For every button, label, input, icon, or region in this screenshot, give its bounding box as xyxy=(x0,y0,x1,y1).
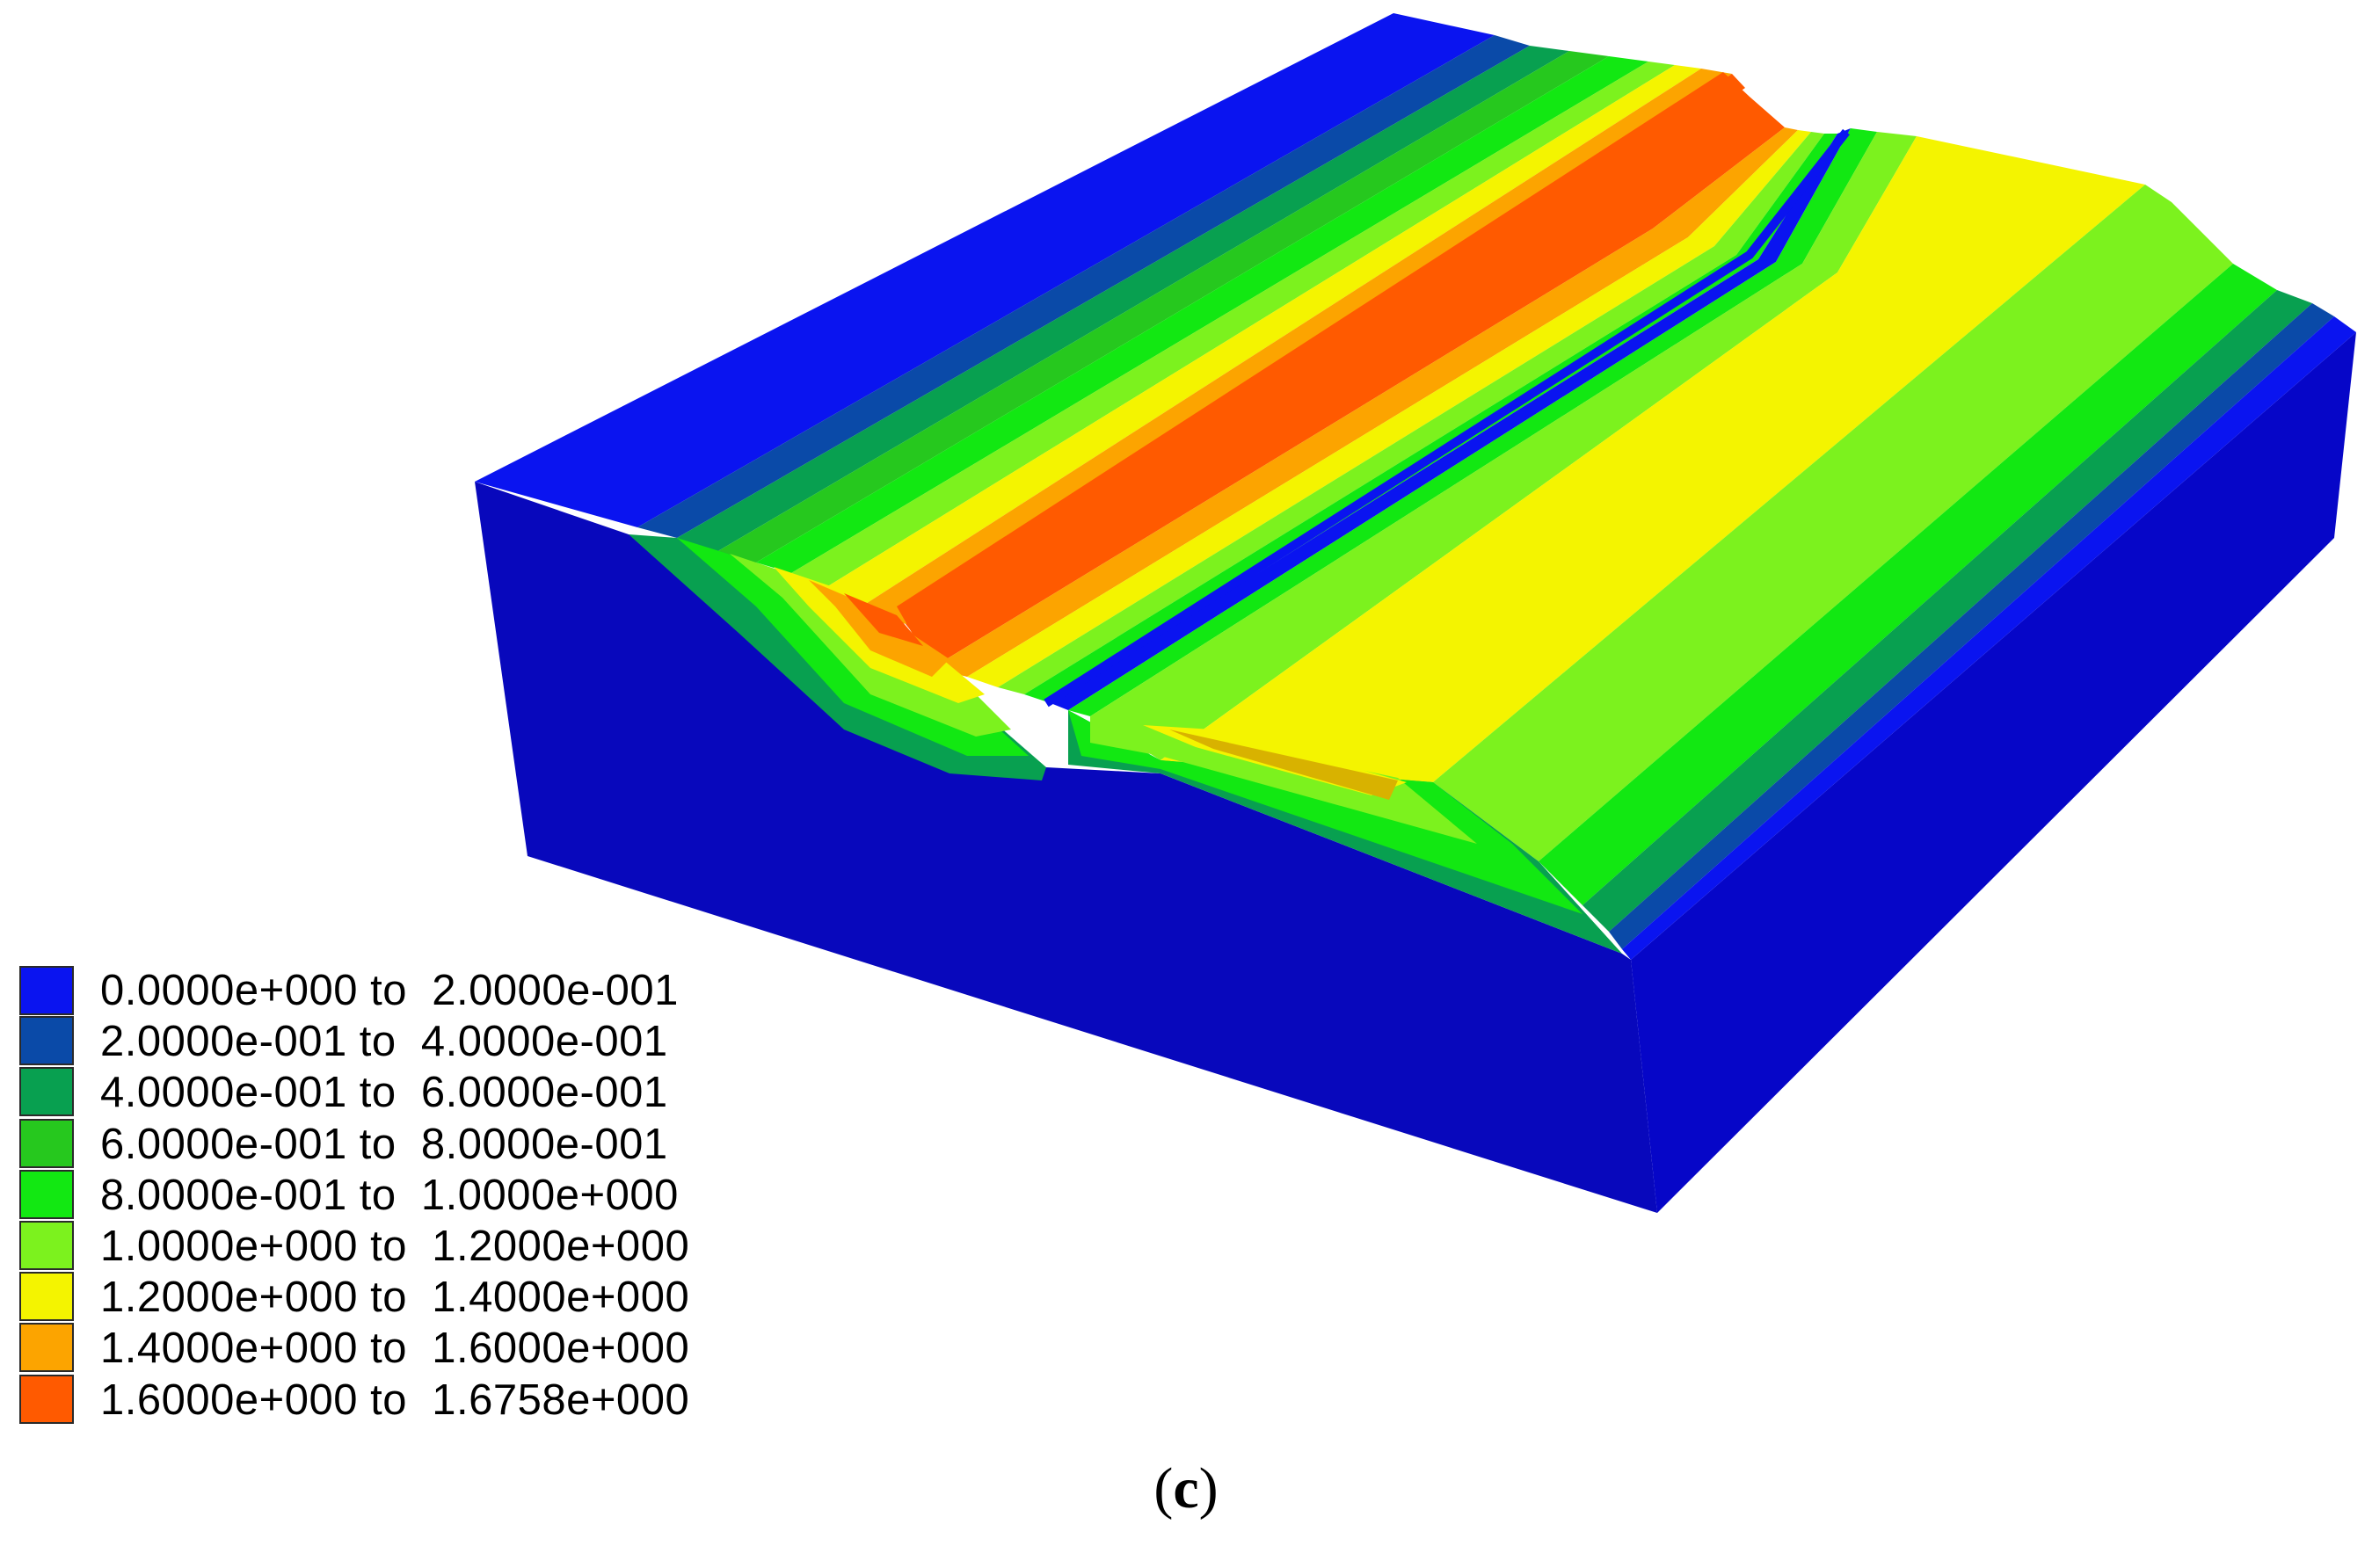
legend-entry: 0.0000e+000 to 2.0000e-001 xyxy=(19,965,689,1016)
legend-label: 4.0000e-001 to 6.0000e-001 xyxy=(100,1069,668,1117)
legend-swatch xyxy=(19,1323,74,1373)
figure-caption: (c) xyxy=(0,1455,2372,1522)
front-contour-right-green xyxy=(1068,710,1583,914)
top-band-dark-blue xyxy=(637,35,1530,538)
top-band-yellow-left xyxy=(826,65,1701,606)
legend-entry: 1.0000e+000 to 1.2000e+000 xyxy=(19,1221,689,1272)
top-band-green-mid xyxy=(1024,134,1837,703)
top-band-yellow-right xyxy=(1161,136,2145,782)
legend-swatch xyxy=(19,1067,74,1117)
top-band-left-blue xyxy=(475,13,1495,527)
legend-swatch xyxy=(19,1169,74,1219)
legend-label: 1.0000e+000 to 1.2000e+000 xyxy=(100,1223,690,1271)
legend-label: 1.6000e+000 to 1.6758e+000 xyxy=(100,1376,690,1424)
legend-label: 8.0000e-001 to 1.0000e+000 xyxy=(100,1171,679,1219)
legend-swatch xyxy=(19,1016,74,1066)
legend-swatch xyxy=(19,1118,74,1168)
top-band-lime-far xyxy=(1433,185,2233,861)
legend-entry: 8.0000e-001 to 1.0000e+000 xyxy=(19,1169,689,1221)
top-band-lime-right xyxy=(1090,132,1917,760)
crack-line xyxy=(1044,128,1850,708)
legend-entry: 4.0000e-001 to 6.0000e-001 xyxy=(19,1067,689,1118)
top-band-blue-far xyxy=(1622,316,2356,960)
front-contour-left-red xyxy=(844,593,923,646)
block-front-face xyxy=(475,482,1657,1213)
legend-entry: 1.2000e+000 to 1.4000e+000 xyxy=(19,1272,689,1323)
top-band-green-2 xyxy=(717,51,1609,563)
top-band-green-far xyxy=(1539,264,2277,905)
top-band-green-far-2 xyxy=(1583,290,2312,932)
legend-label: 2.0000e-001 to 4.0000e-001 xyxy=(100,1018,668,1066)
legend-swatch xyxy=(19,966,74,1016)
top-band-yellow-mid xyxy=(967,130,1811,687)
caption-open: ( xyxy=(1153,1456,1174,1521)
caption-close: ) xyxy=(1198,1456,1219,1521)
legend-label: 6.0000e-001 to 8.0000e-001 xyxy=(100,1120,668,1168)
legend-entry: 6.0000e-001 to 8.0000e-001 xyxy=(19,1118,689,1170)
legend-swatch xyxy=(19,1374,74,1424)
top-band-lime xyxy=(791,62,1675,587)
legend-entry: 1.4000e+000 to 1.6000e+000 xyxy=(19,1323,689,1374)
top-band-orange-right xyxy=(932,127,1798,677)
legend-label: 1.2000e+000 to 1.4000e+000 xyxy=(100,1274,690,1322)
block-right-face xyxy=(1631,332,2356,1213)
legend-label: 1.4000e+000 to 1.6000e+000 xyxy=(100,1325,690,1373)
legend-swatch xyxy=(19,1221,74,1271)
caption-letter: c xyxy=(1173,1456,1199,1521)
legend-swatch xyxy=(19,1272,74,1322)
top-band-lime-mid xyxy=(998,132,1824,694)
legend-entry: 1.6000e+000 to 1.6758e+000 xyxy=(19,1374,690,1426)
top-band-green-3 xyxy=(756,56,1648,573)
legend-label: 0.0000e+000 to 2.0000e-001 xyxy=(100,967,679,1015)
top-band-green-1 xyxy=(677,46,1569,552)
top-band-dark-blue-far xyxy=(1609,303,2334,949)
front-contour-right-orange xyxy=(1169,730,1398,800)
legend-entry: 2.0000e-001 to 4.0000e-001 xyxy=(19,1016,689,1067)
legend: 0.0000e+000 to 2.0000e-001 2.0000e-001 to… xyxy=(19,965,689,1426)
front-contour-right-lime xyxy=(1090,716,1477,844)
top-band-red-main xyxy=(897,72,1785,668)
